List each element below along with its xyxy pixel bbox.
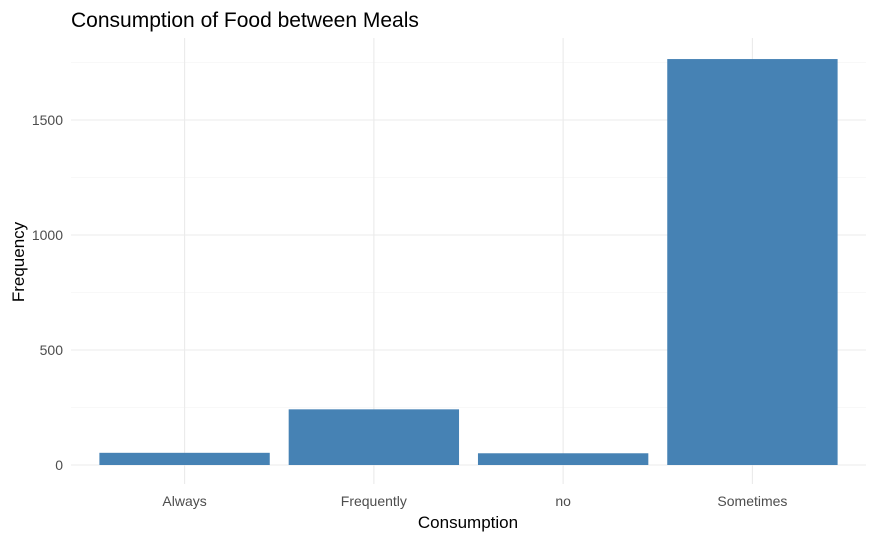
bar-frequently	[288, 409, 460, 465]
x-tick-label: Frequently	[341, 493, 407, 509]
x-tick-label: Sometimes	[717, 493, 787, 509]
y-tick-label: 500	[40, 342, 64, 358]
bars	[99, 59, 838, 466]
y-axis-ticks: 0 500 1000 1500	[32, 112, 63, 473]
chart-title: Consumption of Food between Meals	[71, 9, 419, 32]
y-tick-label: 1500	[32, 112, 63, 128]
x-axis-ticks: Always Frequently no Sometimes	[162, 493, 787, 509]
y-tick-label: 1000	[32, 227, 63, 243]
y-axis-label: Frequency	[9, 221, 28, 302]
bar-sometimes	[667, 59, 838, 466]
x-tick-label: Always	[162, 493, 206, 509]
x-tick-label: no	[555, 493, 571, 509]
x-axis-label: Consumption	[418, 513, 518, 532]
bar-always	[99, 452, 270, 465]
y-tick-label: 0	[55, 457, 63, 473]
bar-no	[477, 453, 649, 465]
